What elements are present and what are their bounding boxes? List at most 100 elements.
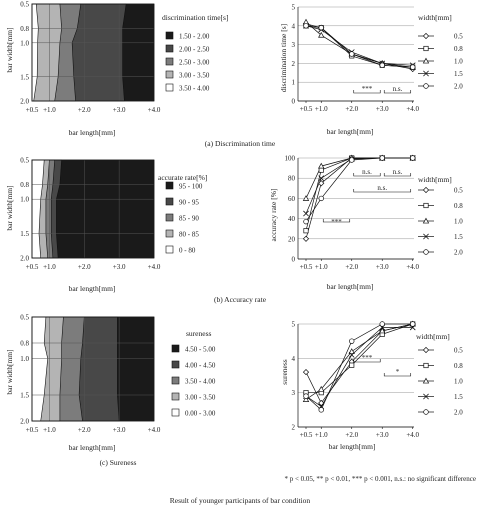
significance-label: n.s. (362, 168, 372, 176)
line-legend: 0.5 0.8 1.0 1.5 2.0 (418, 187, 463, 257)
contour-xtick-label: +4.0 (148, 106, 161, 114)
series-marker-triangle (318, 162, 325, 169)
contour-ylabel: bar width[mm] (5, 185, 14, 230)
line-xtick-label: +2.0 (345, 105, 358, 113)
line-legend-title: width[mm] (418, 13, 452, 22)
series-marker-triangle (318, 31, 325, 38)
legend-swatch (165, 57, 174, 66)
series-marker-circle (410, 321, 416, 327)
series-marker-circle (410, 64, 416, 70)
contour-frame (31, 159, 155, 259)
line-xtick-label: +2.0 (345, 431, 358, 439)
line-xtick-label: +2.0 (345, 263, 358, 271)
line-xtick-label: +3.0 (376, 105, 389, 113)
line-ytick-label: 40 (288, 215, 296, 223)
line-xtick-label: +3.0 (376, 431, 389, 439)
series-marker-circle (349, 338, 355, 344)
significance-bracket (353, 90, 381, 94)
line-legend-title: width[mm] (416, 332, 450, 341)
contour-xtick-label: +3.0 (113, 263, 126, 271)
legend-label: 90 - 95 (179, 199, 199, 207)
contour-legend: 1.50 - 2.00 2.00 - 2.50 2.50 - 3.00 3.00 - … (165, 31, 210, 93)
legend-swatch (165, 70, 174, 79)
series-marker-cross (348, 352, 355, 358)
line-xtick-label: +0.5 (300, 105, 313, 113)
line-ytick-label: 1 (292, 79, 296, 87)
legend-label: 1.0 (454, 58, 463, 66)
line-xlabel: bar length[mm] (327, 127, 374, 136)
line-ytick-label: 3 (292, 41, 296, 49)
series-marker-triangle (379, 327, 386, 334)
series-marker-diamond (318, 399, 325, 407)
contour-ytick-label: 0.5 (20, 157, 29, 165)
series-marker-cross (423, 393, 429, 400)
contour-xtick-label: +3.0 (113, 106, 126, 114)
significance-label: n.s. (377, 184, 387, 192)
legend-label: 0.8 (454, 202, 463, 210)
contour-ytick-label: 0.8 (20, 25, 29, 33)
contour-ytick-label: 1.5 (20, 230, 29, 238)
contour-legend-title: sureness (186, 329, 211, 338)
series-marker-circle (423, 409, 429, 415)
contour-ylabel: bar width[mm] (5, 27, 14, 72)
legend-label: 0.8 (454, 45, 463, 53)
series-marker-circle (423, 249, 429, 255)
legend-swatch (165, 245, 174, 254)
line-legend: 0.5 0.8 1.0 1.5 2.0 (418, 33, 463, 91)
contour-ytick-label: 0.5 (20, 1, 29, 9)
line-xtick-label: +4.0 (406, 263, 419, 271)
legend-label: 2.0 (454, 409, 463, 417)
legend-label: 3.50 - 4.00 (185, 378, 216, 386)
contour-xtick-label: +2.0 (78, 426, 91, 434)
contour-legend-title: accurate rate[%] (158, 173, 207, 182)
contour-plot-accuracy-rate: +0.5 +1.0 +2.0 +3.0 +4.0 0.5 0.8 1.0 1.5 2.0 (20, 157, 161, 272)
contour-xlabel: bar length[mm] (69, 284, 116, 293)
series-marker-circle (379, 62, 385, 68)
line-xtick-label: +4.0 (406, 105, 419, 113)
legend-label: 1.0 (454, 378, 463, 386)
legend-swatch (171, 344, 180, 353)
line-legend-title: width[mm] (418, 175, 452, 184)
line-ytick-label: 3 (292, 389, 296, 397)
legend-label: 4.00 - 4.50 (185, 362, 216, 370)
contour-xtick-label: +1.0 (43, 426, 56, 434)
series-line-1.5 (305, 25, 413, 66)
line-ylabel: sureness (280, 359, 289, 384)
legend-swatch (171, 408, 180, 417)
series-marker-diamond (318, 180, 325, 187)
contour-legend: 95 - 100 90 - 95 85 - 90 80 - 85 0 - 80 (165, 181, 203, 255)
legend-swatch (171, 376, 180, 385)
series-marker-circle (303, 393, 309, 399)
panel-c: +0.5 +1.0 +2.0 +3.0 +4.00.50.81.01.52.0 bar … (5, 314, 463, 468)
contour-legend: 4.50 - 5.00 4.00 - 4.50 3.50 - 4.00 3.00 - … (171, 344, 216, 418)
series-marker-circle (318, 195, 324, 202)
series-marker-circle (349, 157, 355, 163)
legend-swatch (165, 44, 174, 53)
contour-ytick-label: 0.5 (20, 314, 29, 322)
contour-xtick-label: +0.5 (26, 426, 39, 434)
line-xtick-label: +1.0 (315, 263, 328, 271)
series-marker-circle (379, 155, 385, 161)
contour-ytick-label: 1.0 (20, 355, 29, 363)
series-marker-circle (410, 155, 416, 161)
series-line-0.8 (305, 25, 413, 68)
significance-bracket (383, 90, 412, 94)
legend-label: 3.00 - 3.50 (185, 394, 216, 402)
series-marker-circle (423, 83, 429, 89)
legend-label: 1.5 (454, 393, 463, 401)
significance-label: * (396, 368, 400, 376)
series-marker-square (423, 362, 429, 369)
series-marker-triangle (422, 377, 430, 384)
panel-b: +0.5 +1.0 +2.0 +3.0 +4.00.50.81.01.52.0 bar … (5, 155, 463, 305)
line-xlabel: bar length[mm] (329, 442, 376, 451)
contour-xlabel: bar length[mm] (69, 443, 116, 452)
legend-label: 1.50 - 2.00 (179, 33, 210, 41)
series-marker-square (423, 202, 429, 209)
line-ylabel: discrimination time [s] (279, 24, 288, 92)
series-line-2.0 (305, 323, 413, 411)
contour-plot-sureness: +0.5 +1.0 +2.0 +3.0 +4.0 0.5 0.8 1.0 1.5 2.0 (20, 314, 161, 435)
legend-swatch (165, 197, 174, 206)
series-marker-triangle (422, 217, 430, 224)
legend-label: 80 - 85 (179, 231, 199, 239)
series-marker-circle (318, 407, 324, 413)
